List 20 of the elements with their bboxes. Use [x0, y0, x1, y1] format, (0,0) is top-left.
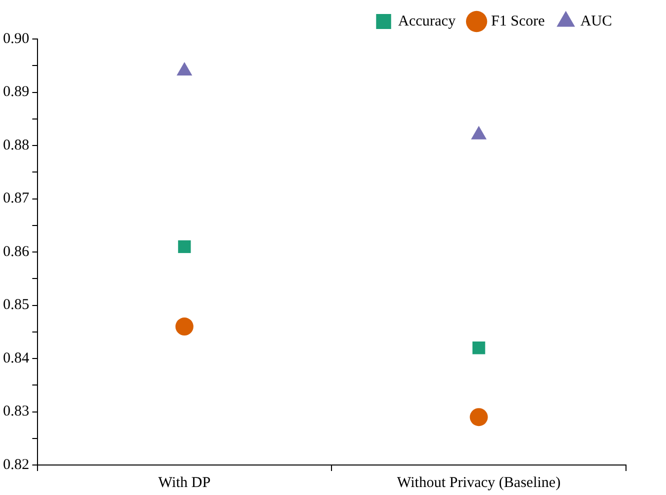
y-tick-label: 0.86	[3, 244, 30, 260]
y-tick-label: 0.82	[3, 456, 30, 473]
point	[470, 408, 488, 426]
point	[471, 126, 487, 140]
y-tick-label: 0.88	[3, 137, 30, 154]
legend-label: Accuracy	[398, 13, 456, 30]
point	[472, 341, 486, 354]
legend-label: F1 Score	[491, 13, 546, 30]
point	[176, 62, 192, 76]
y-tick-label: 0.85	[3, 297, 30, 314]
y-tick-label: 0.90	[3, 30, 30, 47]
point	[178, 240, 191, 254]
y-tick-label: 0.84	[3, 350, 30, 366]
y-tick-label: 0.89	[3, 84, 30, 100]
y-tick-label: 0.83	[3, 404, 30, 420]
point	[175, 318, 194, 336]
x-tick-label: Without Privacy (Baseline)	[397, 474, 561, 491]
legend-label: AUC	[580, 13, 612, 30]
y-tick-label: 0.87	[3, 190, 30, 207]
x-tick-label: With DP	[158, 474, 211, 491]
